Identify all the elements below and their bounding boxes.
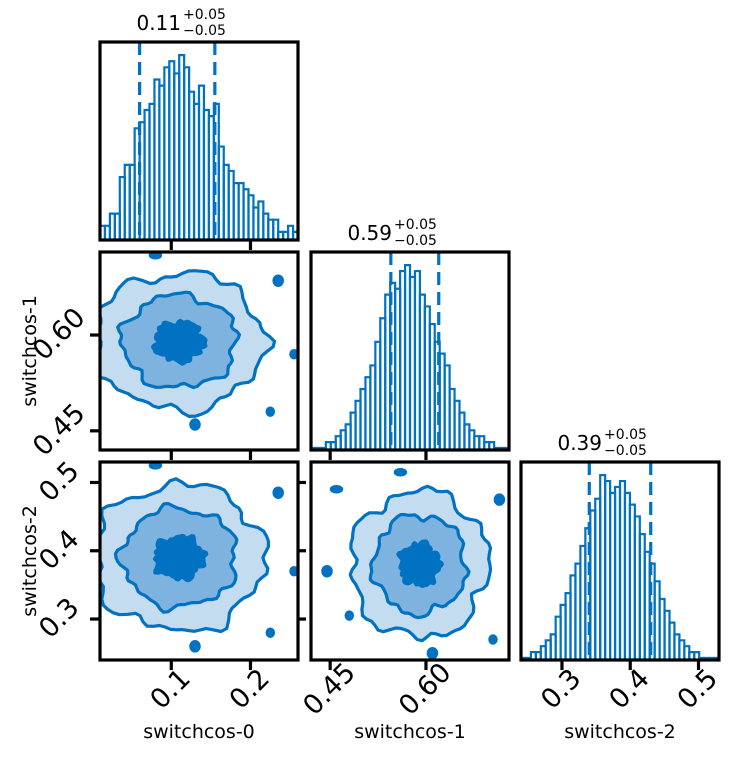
panel-frame: [519, 460, 721, 662]
contour-blob: [344, 610, 355, 621]
panel-frame: [98, 40, 300, 242]
contour-panel-1-2: [321, 467, 509, 660]
histogram-bar: [498, 446, 506, 450]
contour-blob: [393, 467, 408, 477]
panel-frame: [309, 460, 511, 662]
histogram-2: [521, 474, 719, 660]
panel-title-0: 0.11 +0.05−0.05: [136, 7, 225, 39]
contour-panel-0-2: [88, 462, 298, 653]
histogram-bar: [698, 656, 706, 660]
title-err-plus: +0.05: [183, 7, 226, 23]
title-err-minus: −0.05: [183, 23, 226, 39]
histogram-bar: [703, 656, 711, 660]
title-err-plus: +0.05: [604, 427, 647, 443]
x-axis-label: switchcos-2: [564, 721, 676, 743]
y-axis-label: switchcos-2: [19, 505, 41, 617]
contour-blob: [88, 604, 96, 613]
contour-blob: [70, 268, 82, 275]
histogram-bar: [708, 656, 716, 660]
x-tick-label: 0.3: [535, 663, 587, 715]
contour-blob: [189, 418, 201, 431]
contour-blob: [289, 565, 298, 577]
title-err-minus: −0.05: [604, 443, 647, 459]
histogram-bar: [524, 656, 532, 660]
contour-blob: [493, 493, 506, 506]
histogram-bar: [291, 230, 298, 240]
contour-blob: [329, 485, 344, 494]
y-tick-label: 0.5: [33, 456, 85, 508]
contour-level-3: [396, 539, 444, 588]
contour-blob: [272, 274, 284, 287]
x-tick-label: 0.5: [672, 663, 724, 715]
contour-panel-0-1: [70, 252, 298, 431]
contour-blob: [488, 634, 498, 645]
contour-blob: [272, 486, 284, 499]
x-tick-label: 0.60: [393, 657, 457, 721]
x-axis-label: switchcos-1: [354, 721, 466, 743]
histogram-bar: [319, 446, 327, 450]
contour-blob: [189, 640, 201, 653]
title-value: 0.11: [136, 11, 181, 35]
title-value: 0.39: [557, 431, 602, 455]
contour-blob: [88, 385, 96, 394]
histogram-1: [311, 264, 509, 450]
y-axis-label: switchcos-1: [19, 295, 41, 407]
x-axis-label: switchcos-0: [143, 721, 255, 743]
x-tick-label: 0.2: [224, 663, 276, 715]
histogram-0: [100, 54, 298, 240]
histogram-bar: [502, 446, 509, 450]
contour-level-3: [152, 533, 209, 583]
contour-blob: [148, 462, 163, 470]
x-tick-label: 0.45: [297, 657, 361, 721]
panel-frame: [309, 250, 511, 452]
histogram-bar: [493, 446, 501, 450]
histogram-bar: [521, 656, 528, 660]
panel-title-1: 0.59 +0.05−0.05: [347, 217, 436, 249]
x-tick-label: 0.1: [144, 663, 196, 715]
histogram-bar: [712, 656, 719, 660]
contour-blob: [289, 348, 298, 360]
x-tick-label: 0.4: [603, 663, 655, 715]
title-value: 0.59: [347, 221, 392, 245]
title-err-plus: +0.05: [394, 217, 437, 233]
panel-frame: [98, 460, 300, 662]
contour-blob: [148, 252, 163, 260]
title-err-minus: −0.05: [394, 233, 437, 249]
panel-title-2: 0.39 +0.05−0.05: [557, 427, 646, 459]
contour-level-3: [151, 318, 208, 366]
histogram-bar: [314, 446, 322, 450]
contour-blob: [265, 406, 276, 417]
histogram-bar: [311, 446, 318, 450]
contour-blob: [426, 646, 439, 660]
panel-frame: [98, 250, 300, 452]
contour-blob: [265, 627, 276, 638]
contour-blob: [321, 564, 333, 578]
